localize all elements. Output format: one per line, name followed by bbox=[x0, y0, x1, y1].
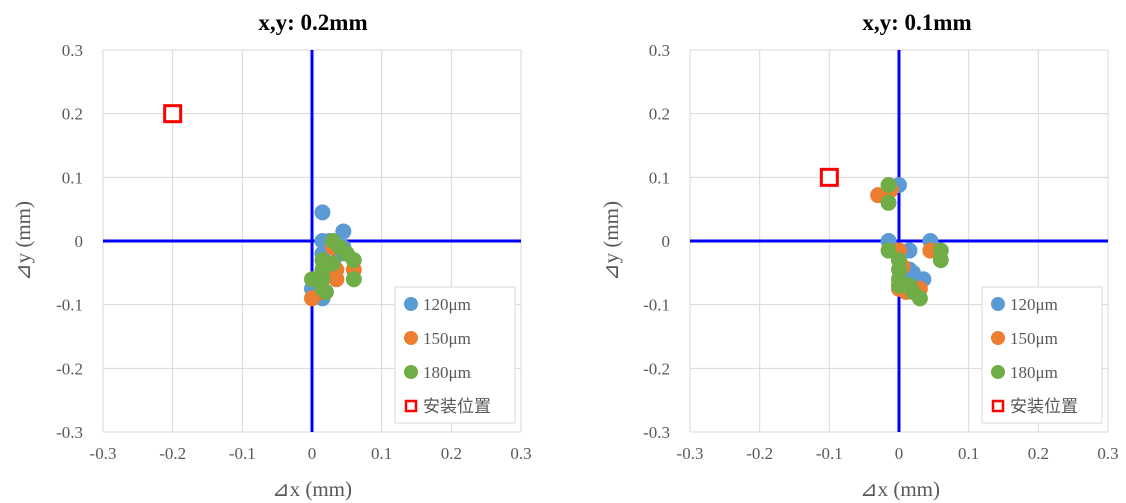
x-tick-label: 0.2 bbox=[1028, 444, 1049, 463]
data-point bbox=[335, 223, 352, 240]
legend: 120μm 150μm 180μm 安装位置 bbox=[981, 286, 1103, 424]
y-tick-label: -0.1 bbox=[643, 296, 670, 315]
x-tick-label: -0.3 bbox=[90, 444, 117, 463]
x-tick-label: -0.2 bbox=[746, 444, 773, 463]
y-tick-label: -0.3 bbox=[56, 423, 83, 442]
data-point bbox=[880, 242, 897, 259]
y-tick-label: 0 bbox=[75, 232, 84, 251]
x-tick-label: 0 bbox=[895, 444, 904, 463]
y-axis-label: ⊿y (mm) bbox=[11, 201, 35, 281]
y-tick-label: -0.3 bbox=[643, 423, 670, 442]
legend: 120μm 150μm 180μm 安装位置 bbox=[394, 286, 516, 424]
legend-marker bbox=[404, 297, 418, 311]
data-point bbox=[880, 194, 897, 211]
data-point bbox=[304, 271, 320, 288]
legend-marker bbox=[991, 331, 1005, 345]
y-tick-label: 0.2 bbox=[649, 105, 670, 124]
legend-marker bbox=[404, 399, 418, 413]
series-安装位置 bbox=[163, 104, 183, 124]
install-position-marker bbox=[819, 167, 839, 187]
data-point bbox=[328, 271, 345, 288]
data-point bbox=[345, 252, 362, 269]
legend-marker bbox=[404, 365, 418, 379]
x-tick-label: 0.3 bbox=[1097, 444, 1118, 463]
x-tick-label: -0.3 bbox=[677, 444, 704, 463]
install-position-marker bbox=[163, 104, 183, 124]
y-tick-label: 0.3 bbox=[649, 41, 670, 60]
legend-marker bbox=[991, 365, 1005, 379]
y-tick-label: 0.3 bbox=[62, 41, 83, 60]
legend-label: 180μm bbox=[423, 363, 471, 382]
legend-label: 120μm bbox=[423, 295, 471, 314]
data-point bbox=[880, 176, 897, 193]
series-180μm bbox=[304, 233, 362, 300]
chart-title: x,y: 0.2mm bbox=[258, 10, 367, 35]
x-tick-label: 0 bbox=[308, 444, 317, 463]
data-point bbox=[891, 277, 907, 294]
y-tick-label: 0.2 bbox=[62, 105, 83, 124]
x-tick-label: 0.2 bbox=[441, 444, 462, 463]
x-tick-label: -0.1 bbox=[229, 444, 256, 463]
x-tick-label: -0.2 bbox=[159, 444, 186, 463]
y-tick-label: 0.1 bbox=[649, 168, 670, 187]
data-point bbox=[932, 252, 949, 269]
chart-panel-2: x,y: 0.1mm -0.3 -0.2 -0.1 0 0.1 0.2 0.3 0.3 0.2 0.… bbox=[599, 10, 1119, 501]
x-tick-label: 0.1 bbox=[371, 444, 392, 463]
y-axis-label: ⊿y (mm) bbox=[599, 201, 623, 281]
legend-label: 安装位置 bbox=[423, 397, 491, 416]
legend-label: 安装位置 bbox=[1010, 397, 1078, 416]
data-point bbox=[304, 290, 320, 307]
y-tick-label: -0.2 bbox=[56, 359, 83, 378]
y-tick-label: -0.1 bbox=[56, 296, 83, 315]
x-tick-label: -0.1 bbox=[816, 444, 843, 463]
x-tick-label: 0.1 bbox=[958, 444, 979, 463]
data-point bbox=[911, 290, 928, 307]
series-180μm bbox=[880, 176, 949, 307]
chart-title: x,y: 0.1mm bbox=[862, 10, 971, 35]
y-tick-label: 0.1 bbox=[62, 168, 83, 187]
series-安装位置 bbox=[819, 167, 839, 187]
y-tick-label: -0.2 bbox=[643, 359, 670, 378]
y-tick-label: 0 bbox=[662, 232, 671, 251]
legend-marker bbox=[991, 297, 1005, 311]
data-point bbox=[314, 204, 331, 221]
legend-label: 120μm bbox=[1010, 295, 1058, 314]
x-axis-label: ⊿x (mm) bbox=[272, 477, 352, 501]
data-point bbox=[345, 271, 362, 288]
x-axis-label: ⊿x (mm) bbox=[860, 477, 940, 501]
legend-label: 150μm bbox=[423, 329, 471, 348]
x-tick-label: 0.3 bbox=[510, 444, 531, 463]
legend-label: 150μm bbox=[1010, 329, 1058, 348]
legend-marker bbox=[404, 331, 418, 345]
chart-panel-1: x,y: 0.2mm -0.3 -0.2 -0.1 0 0.1 0.2 0.3 0.3 0.2 0.… bbox=[11, 10, 532, 501]
data-point bbox=[317, 283, 334, 300]
legend-label: 180μm bbox=[1010, 363, 1058, 382]
legend-marker bbox=[991, 399, 1005, 413]
